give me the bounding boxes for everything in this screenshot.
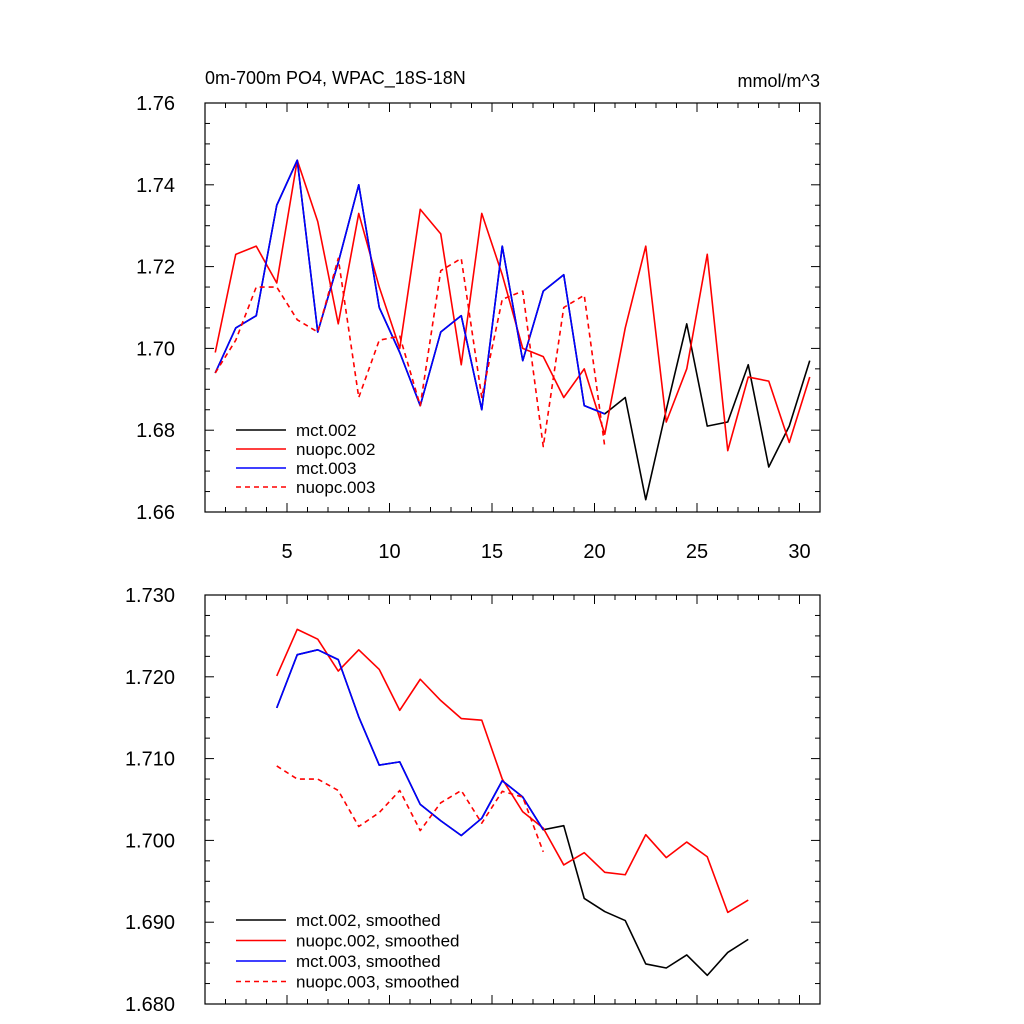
legend-smoothed: mct.002, smoothed nuopc.002, smoothedmct.…	[236, 911, 460, 992]
y-tick-label: 1.72	[136, 257, 175, 279]
y-tick-label: 1.730	[125, 585, 175, 607]
legend-label: mct.002	[296, 421, 356, 440]
x-tick-label: 10	[378, 541, 400, 563]
legend-label: mct.003, smoothed	[296, 952, 441, 971]
y-tick-label: 1.68	[136, 420, 175, 442]
plot-frame	[204, 102, 821, 513]
x-tick-label: 15	[481, 541, 503, 563]
top-panel: 0m-700m PO4, WPAC_18S-18N mmol/m^3 1.66 1…	[136, 68, 821, 563]
y-tick-label: 1.710	[125, 749, 175, 771]
y-tick-label: 1.74	[136, 175, 175, 197]
legend-label: nuopc.003	[296, 478, 375, 497]
y-tick-label: 1.680	[125, 994, 175, 1016]
plot-frame-smoothed	[204, 594, 821, 1005]
series-line-nuopc-002-smoothed	[276, 628, 749, 914]
legend-label: mct.003	[296, 459, 356, 478]
series-line-nuopc-003-smoothed	[276, 765, 544, 853]
x-tick-label: 30	[788, 541, 810, 563]
y-tick-label: 1.700	[125, 830, 175, 852]
x-tick-label: 5	[281, 541, 292, 563]
y-tick-label: 1.66	[136, 502, 175, 524]
units-label: mmol/m^3	[738, 71, 820, 91]
legend-label: nuopc.002, smoothed	[296, 932, 460, 951]
y-tick-label: 1.76	[136, 93, 175, 115]
bottom-panel: 1.680 1.690 1.700 1.710 1.720 1.730 mct.002, …	[125, 585, 821, 1016]
series-line-nuopc-003	[214, 257, 606, 448]
x-tick-label: 20	[583, 541, 605, 563]
y-tick-label: 1.690	[125, 912, 175, 934]
legend-label: mct.002, smoothed	[296, 911, 441, 930]
y-tick-label: 1.720	[125, 667, 175, 689]
legend-label: nuopc.003, smoothed	[296, 973, 460, 992]
series-line-mct-003	[214, 159, 606, 415]
chart-title: 0m-700m PO4, WPAC_18S-18N	[205, 68, 466, 89]
legend-label: nuopc.002	[296, 440, 375, 459]
y-tick-label: 1.70	[136, 338, 175, 360]
x-tick-label: 25	[686, 541, 708, 563]
series-line-mct-003-smoothed	[276, 649, 544, 837]
series-line-nuopc-002	[214, 159, 811, 452]
